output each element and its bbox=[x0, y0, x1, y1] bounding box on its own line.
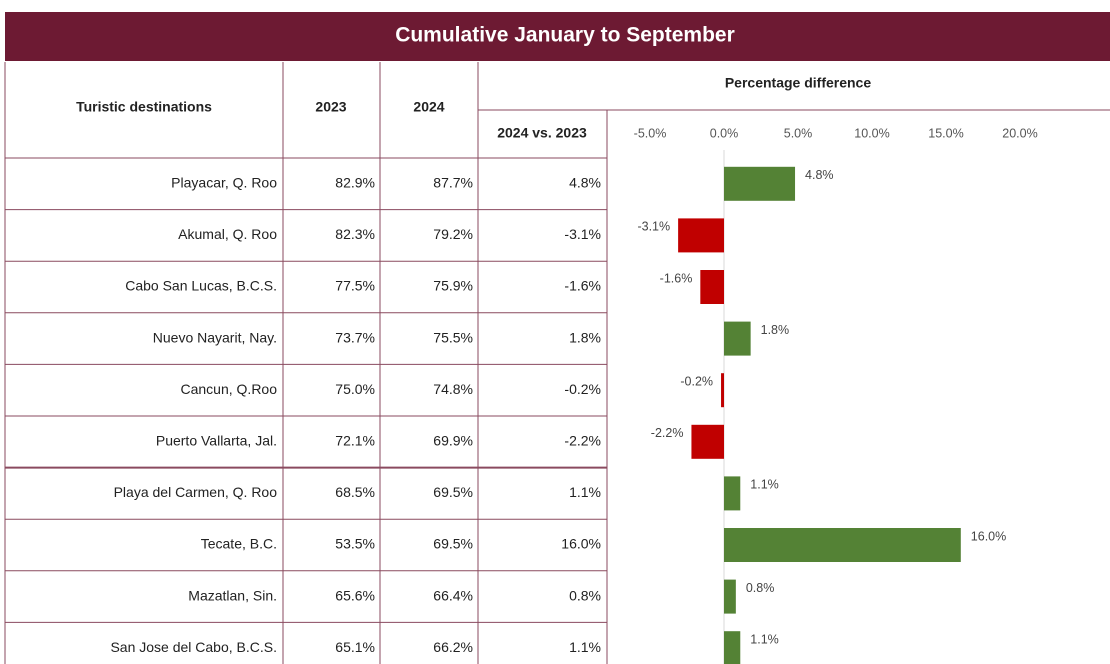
difference: 16.0% bbox=[561, 536, 601, 552]
value-label: 0.8% bbox=[746, 581, 775, 595]
difference: -3.1% bbox=[564, 226, 601, 242]
value-label: 4.8% bbox=[805, 168, 834, 182]
destination: Cabo San Lucas, B.C.S. bbox=[125, 278, 277, 294]
header-destination: Turistic destinations bbox=[76, 99, 212, 115]
value-label: 1.1% bbox=[750, 632, 779, 646]
difference: 0.8% bbox=[569, 587, 601, 603]
value-2023: 68.5% bbox=[335, 484, 375, 500]
destination: Mazatlan, Sin. bbox=[188, 587, 277, 603]
value-2023: 73.7% bbox=[335, 329, 375, 345]
bar bbox=[724, 631, 741, 664]
x-tick-label: 10.0% bbox=[854, 126, 889, 140]
destination: Playacar, Q. Roo bbox=[171, 175, 277, 191]
value-2024: 79.2% bbox=[433, 226, 473, 242]
value-2024: 69.5% bbox=[433, 536, 473, 552]
bar bbox=[678, 218, 724, 253]
bar bbox=[724, 579, 736, 614]
x-tick-label: -5.0% bbox=[634, 126, 667, 140]
title-bar bbox=[5, 12, 1110, 61]
difference: 1.1% bbox=[569, 484, 601, 500]
value-label: -0.2% bbox=[680, 374, 713, 388]
title: Cumulative January to September bbox=[395, 24, 735, 47]
value-2023: 75.0% bbox=[335, 381, 375, 397]
bar bbox=[724, 321, 751, 356]
value-2024: 87.7% bbox=[433, 175, 473, 191]
destination: Puerto Vallarta, Jal. bbox=[156, 433, 277, 449]
value-2023: 53.5% bbox=[335, 536, 375, 552]
destination: Tecate, B.C. bbox=[201, 536, 277, 552]
chart-title: Percentage difference bbox=[725, 75, 871, 91]
header-2024: 2024 bbox=[413, 99, 444, 115]
difference: -2.2% bbox=[564, 433, 601, 449]
value-label: 16.0% bbox=[971, 529, 1006, 543]
destination: Cancun, Q.Roo bbox=[181, 381, 278, 397]
value-2024: 66.2% bbox=[433, 639, 473, 655]
value-2024: 66.4% bbox=[433, 587, 473, 603]
bar bbox=[721, 373, 724, 408]
value-2024: 69.9% bbox=[433, 433, 473, 449]
value-2023: 65.1% bbox=[335, 639, 375, 655]
value-2023: 82.3% bbox=[335, 226, 375, 242]
x-tick-label: 20.0% bbox=[1002, 126, 1037, 140]
value-2024: 69.5% bbox=[433, 484, 473, 500]
x-tick-label: 5.0% bbox=[784, 126, 813, 140]
destination: San Jose del Cabo, B.C.S. bbox=[110, 639, 277, 655]
value-2024: 75.9% bbox=[433, 278, 473, 294]
bar bbox=[700, 270, 724, 304]
difference: -1.6% bbox=[564, 278, 601, 294]
value-label: 1.8% bbox=[761, 323, 790, 337]
destination: Nuevo Nayarit, Nay. bbox=[153, 329, 277, 345]
difference: 1.8% bbox=[569, 329, 601, 345]
bar bbox=[724, 476, 741, 511]
destination: Playa del Carmen, Q. Roo bbox=[114, 484, 278, 500]
value-2023: 72.1% bbox=[335, 433, 375, 449]
header-diff: 2024 vs. 2023 bbox=[497, 125, 587, 141]
difference: -0.2% bbox=[564, 381, 601, 397]
x-tick-label: 0.0% bbox=[710, 126, 739, 140]
value-label: 1.1% bbox=[750, 478, 779, 492]
value-2023: 77.5% bbox=[335, 278, 375, 294]
value-2024: 75.5% bbox=[433, 329, 473, 345]
value-label: -3.1% bbox=[637, 220, 670, 234]
value-2023: 82.9% bbox=[335, 175, 375, 191]
x-tick-label: 15.0% bbox=[928, 126, 963, 140]
difference: 4.8% bbox=[569, 175, 601, 191]
bar bbox=[724, 528, 961, 562]
bar bbox=[691, 424, 724, 459]
value-2023: 65.6% bbox=[335, 587, 375, 603]
value-2024: 74.8% bbox=[433, 381, 473, 397]
destination: Akumal, Q. Roo bbox=[178, 226, 277, 242]
value-label: -2.2% bbox=[651, 426, 684, 440]
header-2023: 2023 bbox=[315, 99, 346, 115]
bar bbox=[724, 166, 796, 201]
difference: 1.1% bbox=[569, 639, 601, 655]
value-label: -1.6% bbox=[660, 271, 693, 285]
